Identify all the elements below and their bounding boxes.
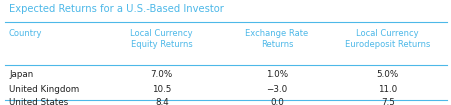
Text: 1.0%: 1.0% <box>265 70 287 79</box>
Text: 8.4: 8.4 <box>155 98 168 105</box>
Text: 7.0%: 7.0% <box>150 70 173 79</box>
Text: −3.0: −3.0 <box>266 85 287 94</box>
Text: 5.0%: 5.0% <box>376 70 398 79</box>
Text: 7.5: 7.5 <box>380 98 394 105</box>
Text: Expected Returns for a U.S.-Based Investor: Expected Returns for a U.S.-Based Invest… <box>9 4 223 14</box>
Text: 11.0: 11.0 <box>377 85 396 94</box>
Text: United Kingdom: United Kingdom <box>9 85 79 94</box>
Text: Country: Country <box>9 29 42 38</box>
Text: Local Currency
Equity Returns: Local Currency Equity Returns <box>130 29 193 49</box>
Text: 0.0: 0.0 <box>269 98 283 105</box>
Text: United States: United States <box>9 98 68 105</box>
Text: 10.5: 10.5 <box>152 85 171 94</box>
Text: Local Currency
Eurodeposit Returns: Local Currency Eurodeposit Returns <box>344 29 429 49</box>
Text: Exchange Rate
Returns: Exchange Rate Returns <box>245 29 308 49</box>
Text: Japan: Japan <box>9 70 33 79</box>
